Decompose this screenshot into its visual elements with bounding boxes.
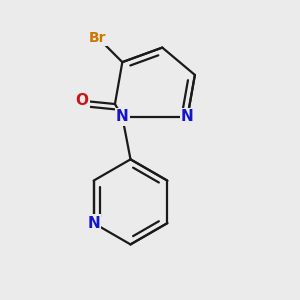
Text: N: N xyxy=(181,109,194,124)
Text: N: N xyxy=(116,109,129,124)
Text: N: N xyxy=(87,216,100,231)
Text: Br: Br xyxy=(89,31,106,45)
Text: O: O xyxy=(76,93,89,108)
